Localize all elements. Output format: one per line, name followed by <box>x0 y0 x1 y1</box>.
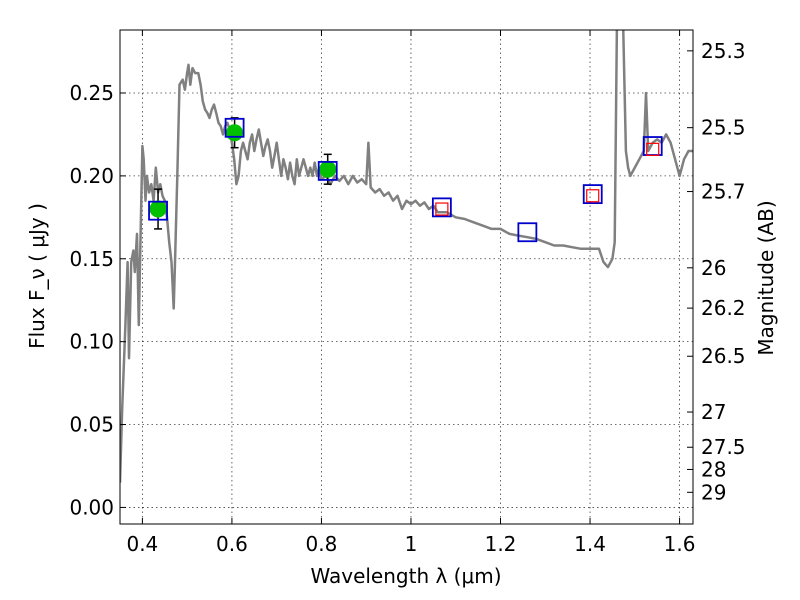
y-tick-label: 0.05 <box>69 413 114 437</box>
model-flux-square <box>582 184 603 205</box>
plot-frame <box>119 29 694 525</box>
x-tick-label: 0.6 <box>216 532 248 556</box>
x-tick-label: 1.2 <box>485 532 517 556</box>
y2-tick-label: 26.2 <box>701 296 746 320</box>
x-tick-label: 1 <box>405 532 418 556</box>
y2-tick-label: 27 <box>701 400 726 424</box>
y2-tick-label: 26 <box>701 256 726 280</box>
y2-tick-label: 26.5 <box>701 344 746 368</box>
upper-limit-square <box>646 142 660 156</box>
model-flux-square <box>317 161 338 181</box>
upper-limit-square <box>435 202 449 216</box>
y-tick-label: 0.15 <box>69 247 114 271</box>
y2-axis-label: Magnitude (AB) <box>754 200 778 355</box>
y-axis-label: Flux F_ν ( μJy ) <box>25 203 49 349</box>
x-tick-label: 1.6 <box>664 532 696 556</box>
x-tick-label: 0.4 <box>126 532 158 556</box>
axes: 0.4 0.6 0.8 1 1.2 1.4 1.6 0.00 0.05 0.10 0.15 0.20 0… <box>69 30 746 556</box>
y2-tick-label: 29 <box>701 480 726 504</box>
model-flux-square <box>148 200 168 221</box>
y-tick-label: 0.00 <box>69 495 114 519</box>
upper-limit-square <box>586 189 600 203</box>
y-tick-label: 0.10 <box>69 330 114 354</box>
x-tick-label: 1.4 <box>574 532 606 556</box>
observed-flux-point <box>226 124 244 142</box>
x-tick-label: 0.8 <box>306 532 338 556</box>
observed-flux-point <box>149 200 167 218</box>
y2-tick-label: 25.5 <box>701 116 746 140</box>
plot-area <box>120 30 693 483</box>
y2-tick-label: 25.3 <box>701 39 746 63</box>
y2-tick-label: 27.5 <box>701 435 746 459</box>
grid-lines <box>120 30 693 524</box>
y-tick-label: 0.25 <box>69 81 114 105</box>
y2-tick-label: 28 <box>701 457 726 481</box>
sed-model-line <box>120 30 693 483</box>
y-tick-label: 0.20 <box>69 164 114 188</box>
model-flux-square <box>224 117 245 138</box>
y2-tick-label: 25.7 <box>701 180 746 204</box>
model-flux-square <box>431 197 452 218</box>
observed-flux-point <box>319 160 337 178</box>
x-axis-label: Wavelength λ (μm) <box>310 564 501 588</box>
model-flux-square <box>517 222 538 243</box>
